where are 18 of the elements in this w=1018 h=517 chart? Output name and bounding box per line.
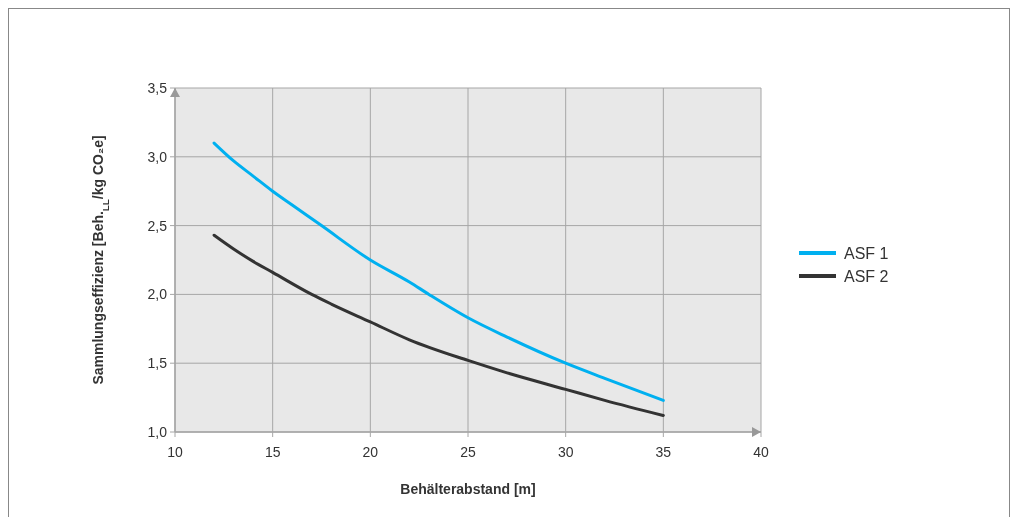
y-tick-label: 1,0: [147, 424, 168, 440]
y-tick-label: 2,5: [147, 217, 168, 234]
legend-label: ASF 2: [844, 268, 889, 285]
x-tick-label: 20: [362, 444, 379, 460]
y-tick-label: 2,0: [147, 286, 168, 303]
x-tick-label: 25: [460, 444, 476, 460]
y-tick-label: 1,5: [147, 355, 168, 372]
x-axis-title: Behälterabstand [m]: [400, 481, 536, 497]
y-tick-label: 3,5: [147, 80, 168, 96]
x-tick-label: 10: [167, 444, 183, 460]
y-tick-label: 3,0: [147, 148, 168, 165]
x-tick-label: 35: [655, 444, 672, 460]
line-series: [212, 141, 665, 402]
x-tick-label: 40: [753, 444, 769, 460]
line-series: [212, 233, 665, 417]
legend-label: ASF 1: [844, 245, 889, 262]
x-tick-label: 15: [264, 444, 281, 460]
x-tick-label: 30: [557, 444, 574, 460]
